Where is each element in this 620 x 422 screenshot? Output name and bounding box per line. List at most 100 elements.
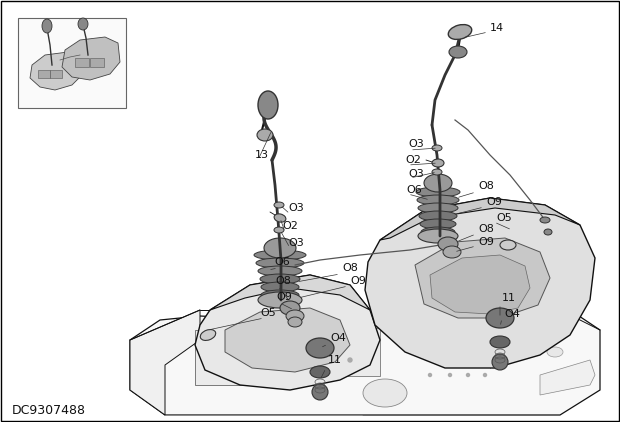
Ellipse shape <box>432 145 442 151</box>
Text: O2: O2 <box>282 221 298 231</box>
Circle shape <box>428 373 432 376</box>
Ellipse shape <box>288 317 302 327</box>
Ellipse shape <box>432 159 444 167</box>
Circle shape <box>428 338 432 341</box>
Text: O6: O6 <box>274 257 290 267</box>
Text: O6: O6 <box>406 185 422 195</box>
Ellipse shape <box>280 301 300 315</box>
Text: O3: O3 <box>288 203 304 213</box>
Text: O4: O4 <box>330 333 346 343</box>
Ellipse shape <box>258 266 302 276</box>
Ellipse shape <box>258 292 302 308</box>
Bar <box>38 70 50 78</box>
Bar <box>195 330 280 385</box>
Ellipse shape <box>532 340 548 350</box>
Polygon shape <box>130 310 600 415</box>
Circle shape <box>466 338 469 341</box>
Polygon shape <box>225 308 350 372</box>
Text: 13: 13 <box>255 150 269 160</box>
Ellipse shape <box>258 91 278 119</box>
Ellipse shape <box>274 227 284 233</box>
Bar <box>90 58 104 67</box>
Circle shape <box>484 357 487 360</box>
Ellipse shape <box>78 18 88 30</box>
Ellipse shape <box>312 384 328 400</box>
Ellipse shape <box>540 217 550 223</box>
Text: O5: O5 <box>496 213 511 223</box>
Ellipse shape <box>42 19 52 33</box>
Circle shape <box>448 373 451 376</box>
Ellipse shape <box>490 336 510 348</box>
Polygon shape <box>415 238 550 318</box>
Text: O5: O5 <box>260 308 276 318</box>
Text: 11: 11 <box>328 355 342 365</box>
Bar <box>18 18 126 108</box>
Polygon shape <box>62 37 120 80</box>
Circle shape <box>448 357 451 360</box>
Text: O8: O8 <box>275 276 291 286</box>
Polygon shape <box>430 255 530 314</box>
Ellipse shape <box>547 347 563 357</box>
Ellipse shape <box>286 310 304 322</box>
Ellipse shape <box>257 129 273 141</box>
Ellipse shape <box>200 330 216 341</box>
Ellipse shape <box>438 237 458 251</box>
Circle shape <box>466 373 469 376</box>
Text: O9: O9 <box>478 237 494 247</box>
Ellipse shape <box>419 211 457 221</box>
Ellipse shape <box>264 238 296 258</box>
Ellipse shape <box>310 366 330 378</box>
Polygon shape <box>365 198 595 368</box>
Ellipse shape <box>502 340 518 350</box>
Text: O3: O3 <box>408 169 423 179</box>
Ellipse shape <box>424 174 452 192</box>
Text: O8: O8 <box>478 224 494 234</box>
Text: O9: O9 <box>486 197 502 207</box>
Ellipse shape <box>443 246 461 258</box>
Ellipse shape <box>261 290 299 300</box>
Circle shape <box>328 358 332 362</box>
Polygon shape <box>30 52 82 90</box>
Ellipse shape <box>418 203 458 213</box>
Text: O8: O8 <box>342 263 358 273</box>
Ellipse shape <box>448 24 472 39</box>
Circle shape <box>484 373 487 376</box>
Polygon shape <box>195 275 380 390</box>
Polygon shape <box>210 275 370 310</box>
Bar <box>300 328 380 376</box>
Ellipse shape <box>417 195 459 205</box>
Ellipse shape <box>274 202 284 208</box>
Ellipse shape <box>256 258 304 268</box>
Polygon shape <box>540 360 595 395</box>
Text: O4: O4 <box>504 309 520 319</box>
Bar <box>50 70 62 78</box>
Text: O9: O9 <box>276 292 292 302</box>
Text: O9: O9 <box>350 276 366 286</box>
Ellipse shape <box>254 250 306 260</box>
Ellipse shape <box>486 308 514 328</box>
Ellipse shape <box>260 274 300 284</box>
Ellipse shape <box>517 347 533 357</box>
Text: O3: O3 <box>408 139 423 149</box>
Ellipse shape <box>420 219 456 229</box>
Text: O2: O2 <box>405 155 421 165</box>
Ellipse shape <box>421 227 455 237</box>
Text: 11: 11 <box>502 293 516 303</box>
Text: O8: O8 <box>478 181 494 191</box>
Ellipse shape <box>432 169 442 175</box>
Ellipse shape <box>418 229 458 243</box>
Polygon shape <box>130 310 200 415</box>
Ellipse shape <box>449 46 467 58</box>
Circle shape <box>466 357 469 360</box>
Ellipse shape <box>274 214 286 222</box>
Ellipse shape <box>219 356 255 378</box>
Text: 14: 14 <box>490 23 504 33</box>
Circle shape <box>348 358 352 362</box>
Circle shape <box>428 357 432 360</box>
Polygon shape <box>380 198 580 240</box>
Ellipse shape <box>306 338 334 358</box>
Ellipse shape <box>544 229 552 235</box>
Ellipse shape <box>500 240 516 250</box>
Circle shape <box>448 338 451 341</box>
Text: DC9307488: DC9307488 <box>12 403 86 417</box>
